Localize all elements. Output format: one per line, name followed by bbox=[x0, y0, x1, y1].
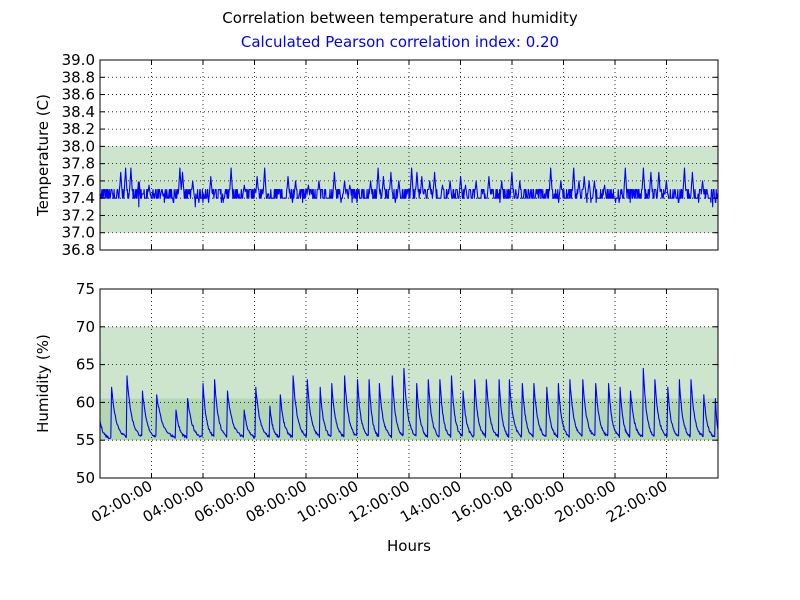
temp-ytick-label: 39.0 bbox=[62, 51, 95, 69]
hum-xlabel: Hours bbox=[387, 537, 431, 555]
figure-title: Correlation between temperature and humi… bbox=[222, 9, 578, 27]
hum-series-line bbox=[99, 367, 719, 440]
hum-ytick-label: 55 bbox=[76, 431, 95, 449]
hum-ylabel: Humidity (%) bbox=[34, 334, 52, 433]
temp-ytick-label: 37.4 bbox=[62, 189, 95, 207]
hum-ytick-label: 50 bbox=[76, 469, 95, 487]
temp-ytick-label: 37.2 bbox=[62, 206, 95, 224]
temp-series-line bbox=[99, 167, 719, 208]
temp-ytick-label: 37.6 bbox=[62, 172, 95, 190]
hum-ytick-label: 75 bbox=[76, 280, 95, 298]
temp-ytick-label: 38.8 bbox=[62, 68, 95, 86]
temp-ytick-label: 38.2 bbox=[62, 120, 95, 138]
temp-ytick-label: 38.0 bbox=[62, 137, 95, 155]
temp-ytick-label: 37.0 bbox=[62, 224, 95, 242]
temp-ytick-label: 37.8 bbox=[62, 155, 95, 173]
temp-ytick-label: 38.6 bbox=[62, 86, 95, 104]
figure-subtitle: Calculated Pearson correlation index: 0.… bbox=[240, 33, 560, 51]
temp-ytick-label: 36.8 bbox=[62, 241, 95, 259]
hum-ytick-label: 60 bbox=[76, 393, 95, 411]
hum-ytick-label: 70 bbox=[76, 318, 95, 336]
temp-ytick-label: 38.4 bbox=[62, 103, 95, 121]
hum-ytick-label: 65 bbox=[76, 356, 95, 374]
temp-ylabel: Temperature (C) bbox=[34, 94, 52, 217]
